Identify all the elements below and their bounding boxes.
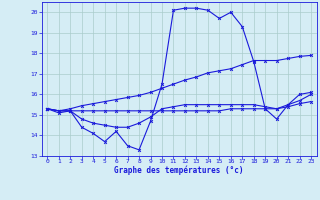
- X-axis label: Graphe des températures (°c): Graphe des températures (°c): [115, 166, 244, 175]
